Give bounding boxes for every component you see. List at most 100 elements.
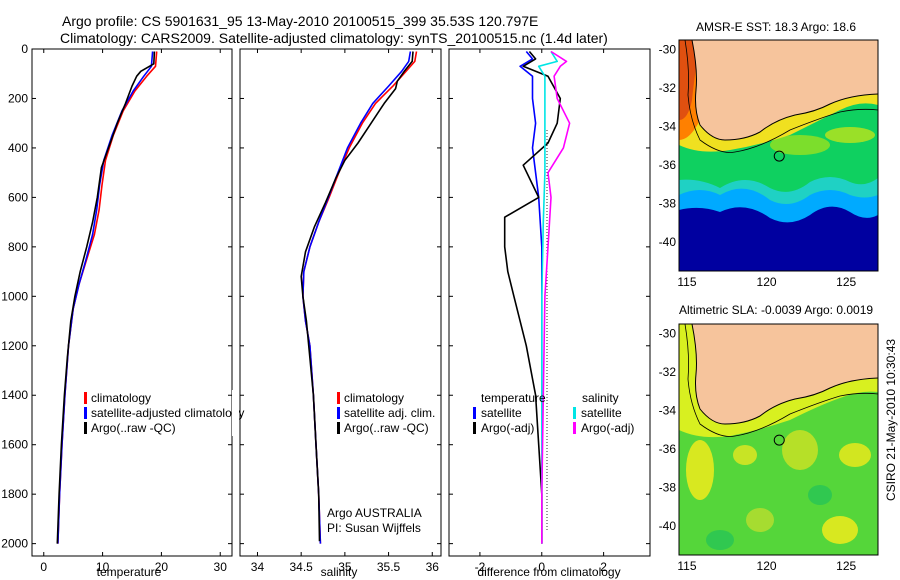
salinity-panel-series-argo-raw-qc- (300, 51, 414, 542)
y-tick-label: 1600 (1, 438, 28, 452)
y-tick-label: 400 (8, 141, 28, 155)
sla-map-title: Altimetric SLA: -0.0039 Argo: 0.0019 (679, 303, 873, 317)
legend-heading-temperature: temperature (481, 391, 546, 405)
map-y-tick-label: -36 (659, 442, 677, 456)
map-y-tick-label: -34 (659, 404, 677, 418)
difference-panel-series-salinity-argo-adj- (540, 50, 571, 544)
map-x-tick-label: 125 (836, 275, 856, 289)
sla-map-frame (678, 323, 879, 556)
sla-high-patch (782, 430, 818, 470)
sla-high-patch (746, 508, 774, 532)
map-y-tick-label: -36 (659, 158, 677, 172)
map-y-tick-label: -38 (659, 197, 677, 211)
legend-swatch-sal-argo (573, 422, 576, 434)
x-tick-label: 2 (600, 560, 607, 574)
legend-swatch-sal-satellite (573, 407, 576, 419)
x-tick-label: 35.5 (377, 560, 401, 574)
salinity-axis-label: salinity (321, 565, 358, 579)
legend-swatch-argo (84, 422, 87, 434)
legend-label-satellite: satellite-adjusted climatology (91, 406, 244, 420)
difference-panel-series-temperature-satellite (519, 50, 543, 544)
map-y-tick-label: -32 (659, 365, 677, 379)
map-y-tick-label: -30 (659, 43, 677, 57)
legend-swatch-climatology (337, 392, 340, 404)
pi-name-label: PI: Susan Wijffels (327, 521, 421, 535)
sst-warm-patch (825, 127, 875, 143)
sla-high-patch (839, 443, 871, 467)
temperature-panel-series-climatology (57, 51, 158, 544)
sla-low-patch (808, 485, 832, 505)
depth-contour (684, 40, 878, 153)
sla-float-location-marker (773, 434, 785, 446)
x-tick-label: 0 (538, 560, 545, 574)
sst-float-location-marker (773, 150, 785, 162)
y-tick-label: 1400 (1, 388, 28, 402)
salinity-legend: climatology satellite adj. clim. Argo(..… (337, 391, 435, 435)
figure-title-line-1: Argo profile: CS 5901631_95 13-May-2010 … (62, 13, 538, 29)
legend-swatch-argo (337, 422, 340, 434)
map-y-tick-label: -32 (659, 81, 677, 95)
difference-legend: temperature satellite Argo(-adj) salinit… (473, 391, 634, 435)
legend-label-climatology: climatology (91, 391, 151, 405)
sla-map (679, 324, 878, 555)
generation-timestamp: CSIRO 21-May-2010 10:30:43 (884, 339, 898, 501)
legend-label-temp-satellite: satellite (481, 406, 522, 420)
difference-axes-box (448, 48, 651, 557)
legend-swatch-temp-argo (473, 422, 476, 434)
y-tick-label: 2000 (1, 537, 28, 551)
legend-label-temp-argo: Argo(-adj) (481, 421, 534, 435)
sst-map-title: AMSR-E SST: 18.3 Argo: 18.6 (696, 20, 856, 34)
map-x-tick-label: 120 (757, 275, 777, 289)
legend-swatch-climatology (84, 392, 87, 404)
y-tick-label: 1800 (1, 487, 28, 501)
legend-clip-mask (232, 390, 239, 436)
map-y-tick-label: -40 (659, 519, 677, 533)
profile-lines (56, 50, 571, 544)
map-y-tick-label: -40 (659, 235, 677, 249)
x-tick-label: -2 (475, 560, 486, 574)
legend-heading-salinity: salinity (582, 391, 619, 405)
sst-warm-patch (770, 135, 830, 155)
legend-swatch-temp-satellite (473, 407, 476, 419)
sla-low-patch (706, 530, 734, 550)
x-tick-label: 35 (338, 560, 352, 574)
x-tick-label: 34.5 (289, 560, 313, 574)
land (692, 324, 878, 424)
x-tick-label: 10 (96, 560, 110, 574)
temperature-legend: climatology satellite-adjusted climatolo… (84, 391, 244, 435)
legend-label-climatology: climatology (344, 391, 404, 405)
x-tick-label: 36 (426, 560, 440, 574)
y-tick-label: 1000 (1, 289, 28, 303)
argo-program-label: Argo AUSTRALIA (327, 506, 422, 520)
legend-swatch-satellite (84, 407, 87, 419)
coastline (691, 40, 878, 141)
coastline (691, 324, 878, 425)
figure-title-line-2: Climatology: CARS2009. Satellite-adjuste… (60, 30, 608, 46)
difference-axis-label: difference from climatology (477, 565, 620, 579)
legend-label-sal-argo: Argo(-adj) (581, 421, 634, 435)
map-x-tick-label: 125 (836, 559, 856, 573)
map-y-tick-label: -34 (659, 120, 677, 134)
map-x-tick-label: 115 (677, 275, 696, 289)
difference-panel-series-salinity-satellite (537, 51, 559, 544)
y-tick-label: 200 (8, 91, 28, 105)
map-y-tick-label: -38 (659, 481, 677, 495)
temperature-axes-box (31, 48, 233, 557)
land (692, 40, 878, 140)
map-x-tick-label: 115 (677, 559, 696, 573)
legend-label-sal-satellite: satellite (581, 406, 622, 420)
sst-map-frame (678, 39, 879, 272)
temperature-panel-series-satellite-adjusted-climatology (57, 51, 154, 544)
difference-panel-series-temperature-argo-adj- (503, 50, 562, 544)
y-tick-label: 0 (21, 42, 28, 56)
x-tick-label: 34 (251, 560, 265, 574)
y-tick-label: 600 (8, 190, 28, 204)
sst-map (679, 40, 878, 271)
y-tick-label: 800 (8, 240, 28, 254)
salinity-axes-box (239, 48, 442, 557)
legend-label-argo: Argo(..raw -QC) (91, 421, 176, 435)
y-tick-label: 1200 (1, 339, 28, 353)
depth-contour (684, 324, 878, 437)
salinity-panel-series-satellite-adj-clim- (302, 51, 412, 544)
